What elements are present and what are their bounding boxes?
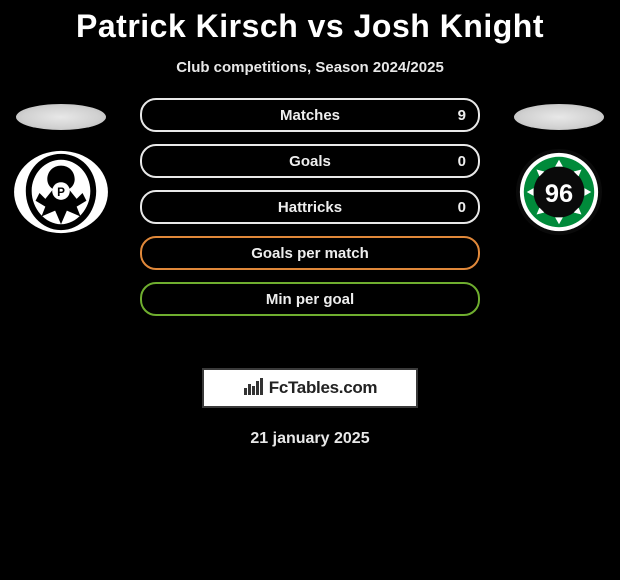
stat-label: Goals <box>289 153 331 170</box>
svg-text:96: 96 <box>545 180 573 208</box>
stat-right-value: 0 <box>458 153 466 170</box>
stat-row-matches: Matches 9 <box>140 98 480 132</box>
stat-label: Hattricks <box>278 199 342 216</box>
svg-text:P: P <box>57 186 65 199</box>
preussen-muenster-badge: P <box>12 148 110 236</box>
comparison-arena: P 96 <box>0 104 620 364</box>
stat-row-mpg: Min per goal <box>140 282 480 316</box>
date-label: 21 january 2025 <box>0 430 620 448</box>
page-title: Patrick Kirsch vs Josh Knight <box>0 0 620 45</box>
stat-right-value: 9 <box>458 107 466 124</box>
subtitle: Club competitions, Season 2024/2025 <box>0 59 620 76</box>
stat-row-gpm: Goals per match <box>140 236 480 270</box>
stat-label: Min per goal <box>266 291 354 308</box>
stats-list: Matches 9 Goals 0 Hattricks 0 Goals per … <box>140 98 480 328</box>
player-left-column: P <box>6 104 116 236</box>
player-right-placeholder <box>514 104 604 130</box>
stat-label: Goals per match <box>251 245 369 262</box>
brand-text: FcTables.com <box>269 378 378 398</box>
player-left-placeholder <box>16 104 106 130</box>
stat-row-goals: Goals 0 <box>140 144 480 178</box>
chart-bars-icon <box>243 376 265 401</box>
stat-right-value: 0 <box>458 199 466 216</box>
stat-label: Matches <box>280 107 340 124</box>
brand-watermark: FcTables.com <box>202 368 418 408</box>
hannover-96-badge: 96 <box>510 148 608 236</box>
stat-row-hattricks: Hattricks 0 <box>140 190 480 224</box>
player-right-column: 96 <box>504 104 614 236</box>
